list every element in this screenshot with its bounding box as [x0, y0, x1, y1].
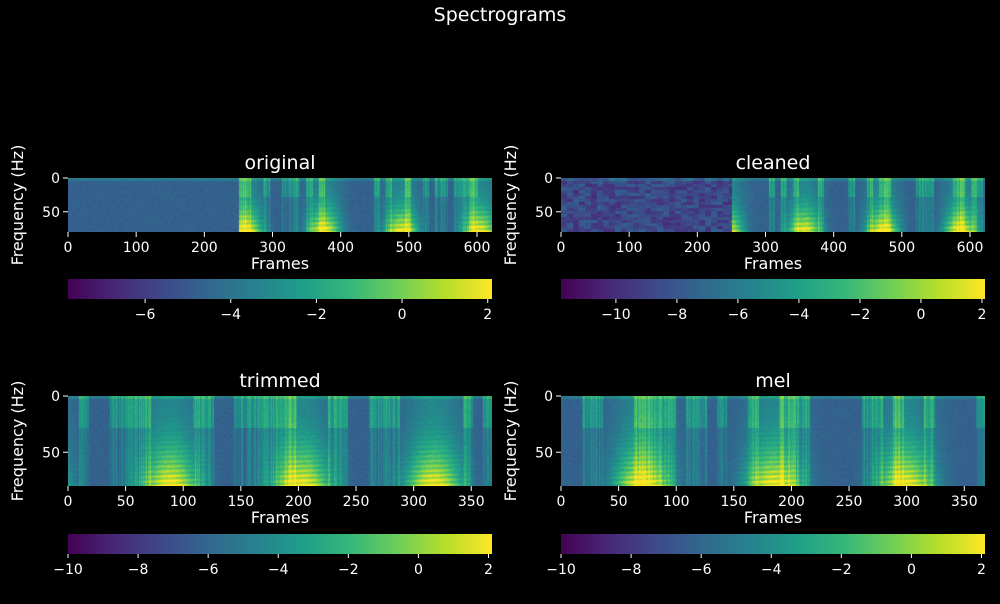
- y-tick-label: 0: [51, 389, 60, 405]
- colorbar-tick-label: −10: [546, 562, 576, 578]
- y-tick-label: 50: [535, 205, 553, 221]
- x-axis-label: Frames: [744, 508, 802, 527]
- x-tick-label: 200: [778, 494, 805, 510]
- x-tick-label: 350: [458, 494, 485, 510]
- colorbar-tick-label: −10: [53, 562, 83, 578]
- colorbar: [561, 279, 985, 299]
- panel-title: cleaned: [736, 152, 811, 174]
- colorbar-tick-label: −6: [198, 562, 219, 578]
- x-tick-label: 600: [464, 240, 491, 256]
- panel-mel: mel 0 50 100 150 200 250 300 350 0 50 Frames Frequen…: [501, 370, 986, 578]
- panel-title: original: [244, 152, 315, 174]
- panel-cleaned: cleaned 0 100 200 300 400 500 600 0 50 Frames Frequ…: [501, 145, 986, 323]
- colorbar-tick-label: 2: [483, 307, 492, 323]
- x-tick-label: 300: [400, 494, 427, 510]
- colorbar-tick-label: −2: [306, 307, 327, 323]
- x-tick-label: 0: [557, 494, 566, 510]
- x-tick-label: 300: [893, 494, 920, 510]
- x-tick-label: 100: [123, 240, 150, 256]
- x-axis-label: Frames: [744, 254, 802, 273]
- colorbar-tick-label: −2: [850, 307, 871, 323]
- y-tick-label: 0: [544, 171, 553, 187]
- panel-original: original 0 100 200 300 400 500 600 0 50 Frames Freq…: [8, 145, 492, 323]
- y-tick-label: 50: [42, 445, 60, 461]
- y-tick-label: 0: [544, 389, 553, 405]
- colorbar-tick-label: −4: [789, 307, 810, 323]
- spectrogram-heatmap: [561, 178, 985, 232]
- colorbar-tick-label: −6: [691, 562, 712, 578]
- colorbar-tick-label: −4: [268, 562, 289, 578]
- colorbar-tick-label: −6: [135, 307, 156, 323]
- y-tick-label: 50: [42, 205, 60, 221]
- x-axis-label: Frames: [251, 508, 309, 527]
- colorbar-tick-label: 0: [916, 307, 925, 323]
- x-tick-label: 0: [557, 240, 566, 256]
- y-axis-label: Frequency (Hz): [8, 381, 27, 502]
- y-tick-label: 0: [51, 171, 60, 187]
- colorbar: [68, 534, 492, 554]
- x-tick-label: 600: [957, 240, 984, 256]
- colorbar-tick-label: −4: [761, 562, 782, 578]
- y-tick-label: 50: [535, 445, 553, 461]
- colorbar-tick-label: 2: [484, 562, 493, 578]
- colorbar-tick-label: −8: [128, 562, 149, 578]
- y-axis-label: Frequency (Hz): [8, 145, 27, 266]
- x-tick-label: 100: [663, 494, 690, 510]
- x-tick-label: 250: [343, 494, 370, 510]
- colorbar-tick-label: −4: [220, 307, 241, 323]
- x-tick-label: 200: [285, 494, 312, 510]
- colorbar: [68, 279, 492, 299]
- x-tick-label: 400: [327, 240, 354, 256]
- x-tick-label: 100: [616, 240, 643, 256]
- colorbar-tick-label: −6: [728, 307, 749, 323]
- colorbar-tick-label: −10: [601, 307, 631, 323]
- colorbar-tick-label: 2: [977, 307, 986, 323]
- x-tick-label: 250: [836, 494, 863, 510]
- colorbar-tick-label: 2: [977, 562, 986, 578]
- x-tick-label: 150: [227, 494, 254, 510]
- x-tick-label: 50: [610, 494, 628, 510]
- y-axis-label: Frequency (Hz): [501, 145, 520, 266]
- x-tick-label: 0: [64, 494, 73, 510]
- x-tick-label: 500: [395, 240, 422, 256]
- x-tick-label: 50: [117, 494, 135, 510]
- y-axis-label: Frequency (Hz): [501, 381, 520, 502]
- colorbar: [561, 534, 985, 554]
- x-tick-label: 300: [259, 240, 286, 256]
- x-tick-label: 200: [684, 240, 711, 256]
- x-tick-label: 0: [64, 240, 73, 256]
- colorbar-tick-label: 0: [414, 562, 423, 578]
- x-tick-label: 300: [752, 240, 779, 256]
- colorbar-tick-label: −8: [667, 307, 688, 323]
- spectrogram-heatmap: [561, 396, 985, 486]
- panel-title: trimmed: [239, 370, 320, 392]
- x-tick-label: 500: [888, 240, 915, 256]
- spectrogram-heatmap: [68, 396, 492, 486]
- panel-trimmed: trimmed 0 50 100 150 200 250 300 350 0 50 Frames Fre…: [8, 370, 493, 578]
- x-tick-label: 400: [820, 240, 847, 256]
- x-tick-label: 350: [951, 494, 978, 510]
- colorbar-tick-label: 0: [907, 562, 916, 578]
- x-tick-label: 150: [720, 494, 747, 510]
- colorbar-tick-label: −2: [338, 562, 359, 578]
- x-tick-label: 100: [170, 494, 197, 510]
- colorbar-tick-label: −8: [621, 562, 642, 578]
- figure-title: Spectrograms: [434, 4, 567, 26]
- x-tick-label: 200: [191, 240, 218, 256]
- x-axis-label: Frames: [251, 254, 309, 273]
- colorbar-tick-label: −2: [831, 562, 852, 578]
- spectrogram-heatmap: [68, 178, 492, 232]
- panel-title: mel: [755, 370, 790, 392]
- colorbar-tick-label: 0: [398, 307, 407, 323]
